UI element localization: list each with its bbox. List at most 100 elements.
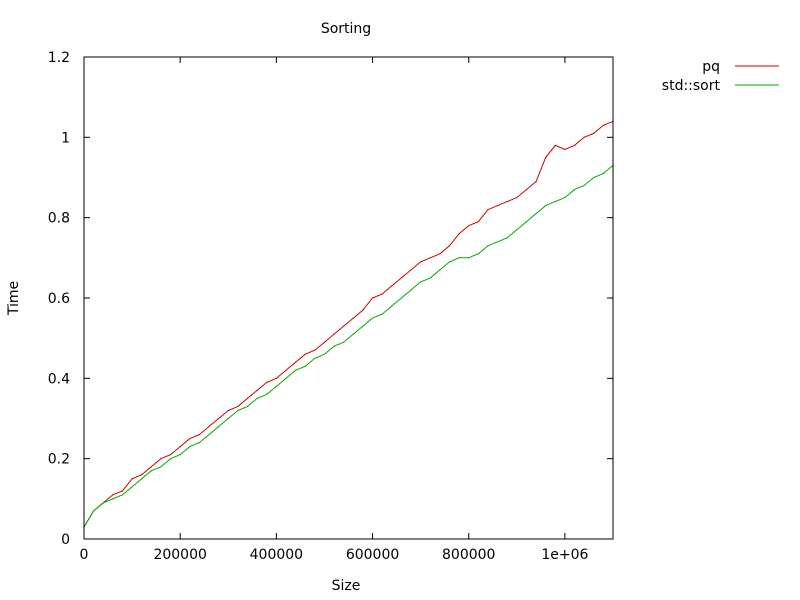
chart-title: Sorting bbox=[321, 21, 371, 37]
data-point bbox=[141, 478, 143, 480]
data-point bbox=[352, 333, 354, 335]
data-point bbox=[323, 353, 326, 355]
data-point bbox=[525, 188, 528, 191]
x-tick-label: 800000 bbox=[442, 547, 495, 563]
data-point bbox=[208, 433, 210, 436]
data-point bbox=[400, 297, 402, 299]
data-point bbox=[227, 417, 229, 420]
data-point bbox=[371, 317, 374, 319]
plot-frame bbox=[83, 56, 614, 540]
data-point bbox=[266, 393, 268, 395]
data-point bbox=[160, 458, 162, 460]
data-point bbox=[189, 446, 191, 448]
data-point bbox=[343, 341, 345, 343]
data-point bbox=[237, 409, 239, 412]
y-tick-label: 0.4 bbox=[48, 371, 70, 387]
data-point bbox=[102, 502, 104, 504]
data-point bbox=[314, 349, 316, 351]
data-point bbox=[150, 466, 152, 468]
data-point bbox=[218, 425, 220, 428]
data-point bbox=[160, 466, 162, 468]
data-point bbox=[583, 136, 585, 138]
legend-label: std::sort bbox=[662, 78, 721, 94]
data-point bbox=[468, 225, 470, 227]
data-point bbox=[131, 478, 133, 480]
y-tick-label: 0.2 bbox=[48, 452, 70, 468]
data-point bbox=[593, 176, 595, 179]
data-point bbox=[602, 124, 604, 126]
legend-label: pq bbox=[702, 59, 720, 75]
data-point bbox=[93, 510, 95, 512]
data-point bbox=[121, 490, 124, 492]
data-point bbox=[487, 209, 489, 211]
data-point bbox=[112, 498, 114, 500]
data-point bbox=[333, 345, 335, 347]
data-point bbox=[583, 184, 585, 187]
data-point bbox=[448, 245, 451, 247]
x-tick-label: 0 bbox=[80, 547, 89, 563]
y-tick-label: 0 bbox=[61, 532, 70, 548]
axis-ticks: 0 200000 400000 600000 800000 1e+06 0 0.2 0.4 0.6… bbox=[48, 50, 613, 563]
data-point bbox=[198, 442, 201, 444]
x-axis-label: Size bbox=[332, 578, 361, 594]
data-point bbox=[477, 221, 479, 223]
data-point bbox=[256, 389, 258, 391]
data-point bbox=[150, 470, 152, 472]
data-point bbox=[458, 257, 460, 259]
data-point bbox=[179, 454, 181, 456]
data-point bbox=[333, 333, 335, 335]
data-point bbox=[535, 180, 537, 183]
data-point bbox=[362, 325, 364, 327]
y-tick-label: 0.6 bbox=[48, 291, 70, 307]
data-point bbox=[131, 486, 133, 488]
data-point bbox=[439, 253, 441, 255]
data-point bbox=[506, 201, 508, 203]
data-point bbox=[266, 381, 268, 383]
data-point bbox=[323, 341, 326, 343]
y-axis-label: Time bbox=[6, 281, 22, 316]
data-point bbox=[227, 409, 229, 412]
data-point bbox=[602, 172, 604, 175]
data-point bbox=[554, 144, 556, 146]
data-point bbox=[573, 144, 576, 146]
data-point bbox=[304, 365, 306, 367]
y-tick-label: 0.8 bbox=[48, 211, 70, 227]
data-point bbox=[564, 148, 566, 150]
data-point bbox=[516, 229, 518, 231]
data-point bbox=[573, 188, 576, 191]
data-point bbox=[275, 385, 277, 387]
data-point bbox=[362, 309, 364, 311]
data-point bbox=[439, 269, 441, 271]
series-group bbox=[83, 120, 614, 528]
data-point bbox=[593, 132, 595, 134]
data-point bbox=[420, 281, 422, 283]
data-point bbox=[535, 213, 537, 215]
data-point bbox=[295, 369, 297, 371]
data-point bbox=[208, 425, 210, 428]
data-point bbox=[458, 233, 460, 235]
data-point bbox=[237, 405, 239, 408]
data-point bbox=[198, 433, 201, 436]
data-point bbox=[391, 305, 393, 307]
data-point bbox=[545, 205, 547, 207]
data-point bbox=[381, 293, 383, 295]
x-tick-label: 400000 bbox=[250, 547, 303, 563]
data-point bbox=[169, 454, 172, 456]
data-point bbox=[112, 494, 114, 496]
data-point bbox=[371, 297, 374, 299]
data-point bbox=[246, 405, 249, 408]
data-point bbox=[169, 458, 172, 460]
data-point bbox=[545, 156, 547, 159]
data-point bbox=[391, 285, 393, 287]
data-point bbox=[352, 317, 354, 319]
data-point bbox=[554, 201, 556, 203]
data-point bbox=[275, 377, 277, 379]
data-point bbox=[429, 277, 431, 279]
series-line-pq bbox=[83, 120, 614, 528]
data-point bbox=[516, 196, 518, 199]
data-point bbox=[246, 397, 249, 400]
x-tick-label: 600000 bbox=[346, 547, 399, 563]
data-point bbox=[496, 241, 499, 243]
